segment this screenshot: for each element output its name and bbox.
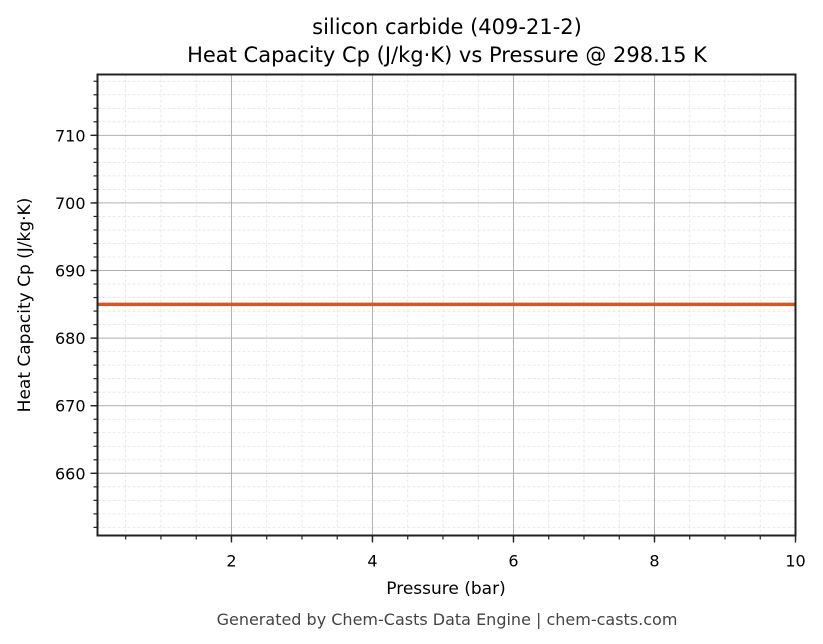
y-tick-label: 660 — [55, 464, 86, 483]
chart-subtitle: Heat Capacity Cp (J/kg·K) vs Pressure @ … — [187, 43, 708, 67]
y-axis-label: Heat Capacity Cp (J/kg·K) — [15, 198, 35, 413]
y-axis-ticks: 660 670 680 690 700 710 — [55, 80, 98, 528]
y-tick-label: 680 — [55, 329, 86, 348]
x-tick-label: 8 — [649, 552, 659, 571]
plot-frame — [96, 73, 797, 537]
x-tick-label: 6 — [508, 552, 518, 571]
footer-credit: Generated by Chem-Casts Data Engine | ch… — [217, 610, 678, 629]
x-tick-label: 10 — [785, 552, 805, 571]
x-tick-label: 2 — [226, 552, 236, 571]
x-tick-label: 4 — [367, 552, 377, 571]
x-axis-label: Pressure (bar) — [386, 579, 505, 599]
x-axis-ticks: 2 4 6 8 10 — [125, 535, 806, 571]
chart-title: silicon carbide (409-21-2) — [312, 15, 582, 39]
y-tick-label: 700 — [55, 194, 86, 213]
y-tick-label: 690 — [55, 262, 86, 281]
y-tick-label: 670 — [55, 397, 86, 416]
y-tick-label: 710 — [55, 126, 86, 145]
